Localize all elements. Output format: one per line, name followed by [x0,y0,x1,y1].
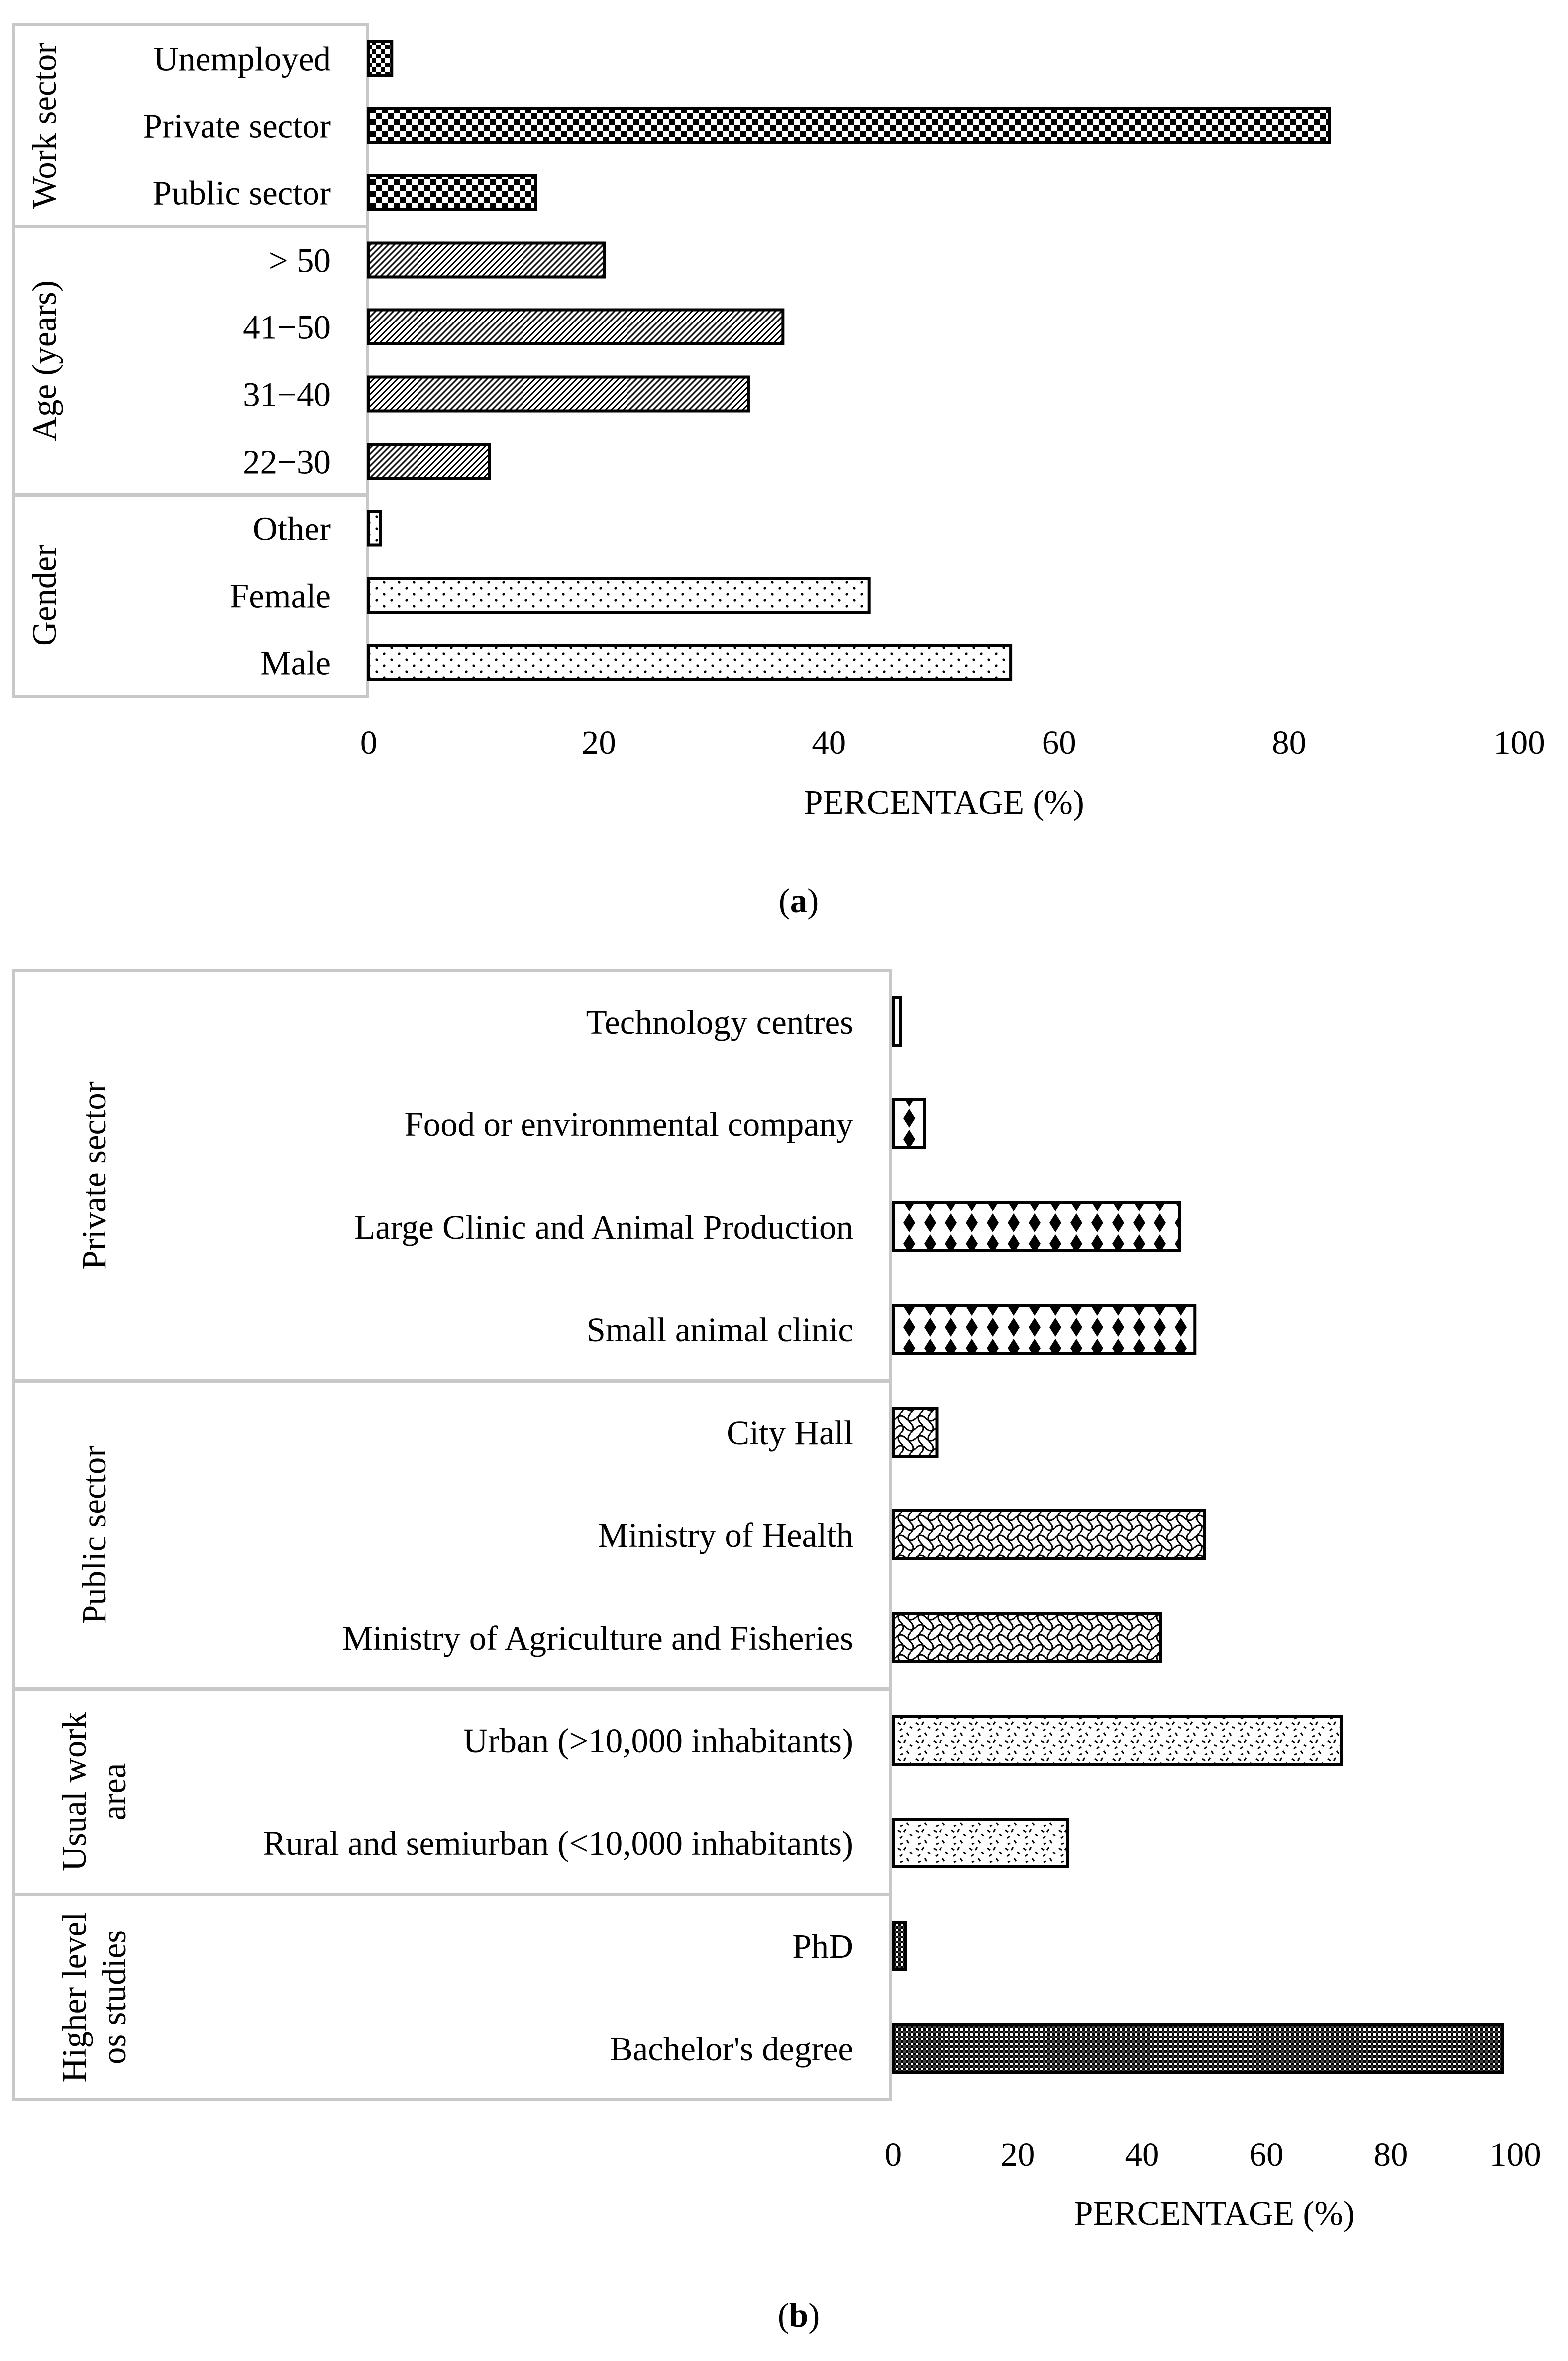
x-axis-title: PERCENTAGE (%) [804,783,1084,821]
category-label: Unemployed [154,40,331,78]
category-label: 41−50 [243,309,331,346]
group-label: Usual workarea [55,1712,133,1871]
group-label: Public sector [75,1446,113,1624]
category-label: Food or environmental company [404,1105,853,1143]
group-label: Age (years) [25,280,63,441]
bar [892,996,902,1047]
bar [892,1612,1162,1663]
category-label: Female [230,577,331,615]
group-label-line: area [95,1763,133,1821]
x-tick-label: 40 [812,724,846,761]
bar [367,443,491,480]
chart-a: Work sector Unemployed Private sector Publi… [12,23,1545,821]
caption-a-letter: a [790,882,808,920]
bar [892,2023,1504,2074]
bar [367,577,871,614]
bar [892,1304,1197,1355]
chart-b: Private sector Technology centres Food or … [12,969,1541,2232]
bar [892,1921,907,1971]
category-label: Other [253,510,331,548]
x-tick-label: 0 [885,2136,902,2173]
category-label: Ministry of Agriculture and Fisheries [342,1619,853,1657]
bar [367,174,537,211]
group-label-line: Usual work [55,1712,93,1871]
group-frame [12,1688,892,1896]
category-label: PhD [792,1928,853,1965]
group-label: Work sector [25,43,63,209]
group-label-line: Work sector [25,43,63,209]
x-axis-title: PERCENTAGE (%) [1074,2194,1355,2232]
category-label: City Hall [727,1414,853,1452]
bar [892,1098,926,1149]
category-label: Private sector [143,107,331,145]
bar [367,241,606,279]
bar [892,1201,1181,1252]
group-label: Gender [25,545,63,646]
bar [367,40,394,77]
x-tick-label: 100 [1489,2136,1541,2173]
x-tick-label: 100 [1493,724,1545,761]
bar [367,644,1013,681]
group-label-line: os studies [95,1930,133,2064]
bar [892,1509,1206,1560]
category-label: Small animal clinic [586,1311,853,1349]
caption-b-letter: b [789,2296,808,2334]
x-tick-label: 0 [360,724,378,761]
category-label: Male [260,644,331,682]
bar [892,1715,1343,1766]
bar [367,308,785,345]
caption-a: (a) [779,882,819,920]
category-label: 31−40 [243,376,331,414]
category-label: Urban (>10,000 inhabitants) [463,1722,853,1760]
x-tick-label: 80 [1272,724,1306,761]
category-label: Ministry of Health [598,1516,853,1554]
group-frame [12,1893,892,2101]
bar [367,107,1331,144]
category-label: 22−30 [243,443,331,481]
x-tick-label: 20 [582,724,616,761]
category-label: Technology centres [586,1003,853,1041]
bar [892,1407,939,1458]
bar [892,1818,1069,1868]
x-tick-label: 80 [1374,2136,1408,2173]
category-label: > 50 [269,242,331,280]
group-label-line: Private sector [75,1081,113,1269]
category-label: Rural and semiurban (<10,000 inhabitants… [263,1824,853,1862]
group-label: Private sector [75,1081,113,1269]
caption-b: (b) [778,2296,820,2334]
group-label: Higher levelos studies [55,1912,133,2083]
group-label-line: Higher level [55,1912,93,2083]
x-tick-label: 40 [1125,2136,1159,2173]
x-tick-label: 60 [1042,724,1076,761]
category-label: Bachelor's degree [610,2030,853,2068]
category-label: Public sector [153,174,331,212]
x-tick-label: 60 [1250,2136,1284,2173]
group-label-line: Gender [25,545,63,646]
x-tick-label: 20 [1001,2136,1035,2173]
category-label: Large Clinic and Animal Production [354,1208,853,1246]
bar [367,375,750,413]
group-label-line: Age (years) [25,280,63,441]
bar [367,510,382,547]
group-label-line: Public sector [75,1446,113,1624]
